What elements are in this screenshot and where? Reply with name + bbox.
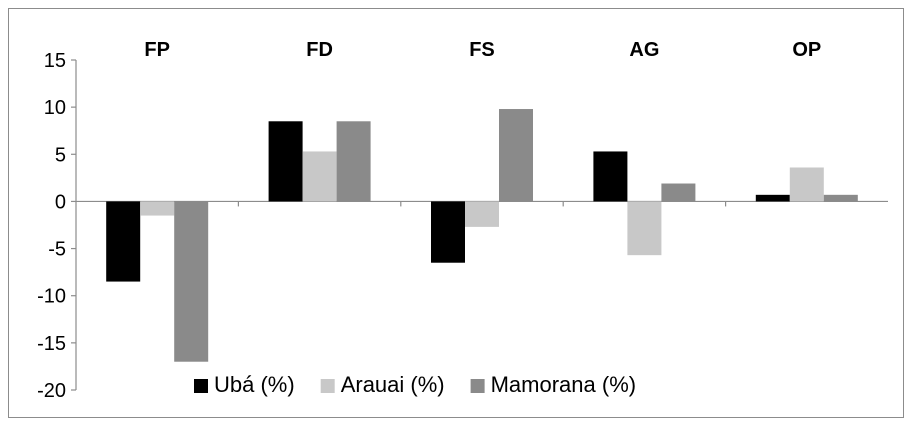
chart-legend: Ubá (%) Arauai (%) Mamorana (%)	[194, 372, 636, 397]
legend-label-1: Arauai (%)	[341, 372, 445, 397]
bar-fs-2	[499, 109, 533, 202]
chart-axes: 15 10 5 0 -5 -10 -15 -20	[37, 50, 888, 402]
legend-label-0: Ubá (%)	[214, 372, 295, 397]
chart-bars	[106, 109, 858, 362]
bar-op-0	[755, 194, 790, 202]
y-tick-label: 0	[55, 191, 66, 213]
category-labels: FP FD FS AG OP	[144, 39, 821, 61]
bar-ag-1	[627, 201, 662, 256]
category-label-fs: FS	[469, 39, 495, 61]
y-tick-label: 5	[55, 144, 66, 166]
bar-fp-1	[140, 201, 175, 216]
bar-fd-2	[336, 121, 371, 202]
bar-ag-0	[593, 151, 628, 202]
y-tick-label: -10	[37, 286, 66, 308]
bar-fs-0	[431, 201, 465, 263]
category-label-fp: FP	[144, 39, 170, 61]
bar-fd-1	[302, 151, 337, 202]
bar-fp-0	[106, 201, 141, 282]
legend-label-2: Mamorana (%)	[491, 372, 636, 397]
legend-swatch-1	[320, 379, 335, 393]
y-tick-label: 15	[44, 50, 66, 72]
y-tick-label: 10	[44, 97, 66, 119]
bar-fd-0	[268, 121, 303, 202]
y-tick-label: -5	[48, 239, 66, 261]
bar-fs-1	[465, 201, 499, 227]
bar-fp-2	[174, 201, 209, 362]
bar-op-2	[823, 194, 858, 202]
legend-swatch-0	[194, 379, 208, 393]
category-label-ag: AG	[629, 39, 659, 61]
category-label-op: OP	[792, 39, 821, 61]
y-tick-label: -15	[37, 333, 66, 355]
y-tick-label: -20	[37, 380, 66, 402]
bar-op-1	[789, 167, 824, 202]
legend-swatch-2	[470, 379, 485, 393]
category-label-fd: FD	[306, 39, 333, 61]
bar-ag-2	[661, 183, 696, 202]
